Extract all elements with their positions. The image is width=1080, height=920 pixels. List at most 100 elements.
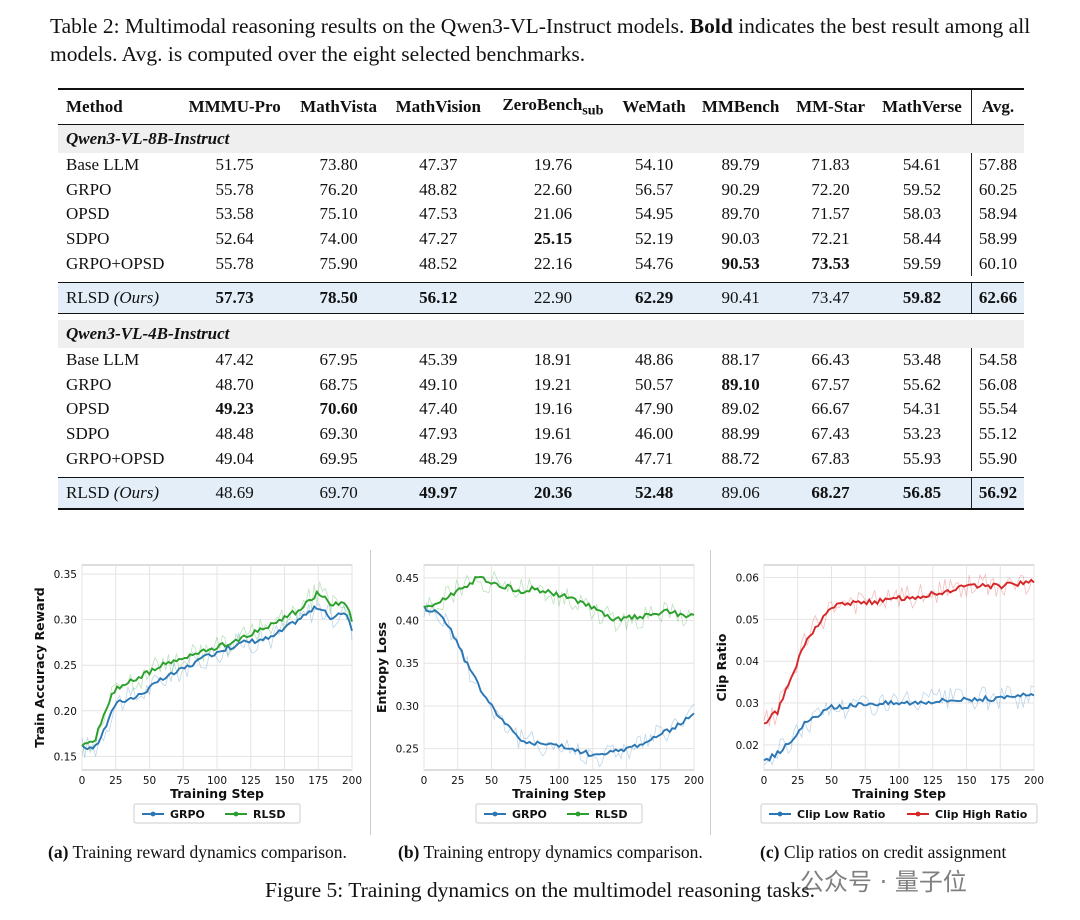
- value-cell: 45.39: [419, 350, 458, 370]
- method-name: GRPO: [66, 179, 112, 199]
- x-tick-label: 200: [342, 775, 362, 787]
- value-cell: 55.78: [215, 179, 254, 199]
- value-cell: 49.04: [215, 448, 254, 468]
- value-cell: 19.16: [533, 399, 573, 419]
- value-cell: 59.52: [902, 179, 942, 199]
- subcaption-a-label: (a): [48, 842, 69, 862]
- x-tick-label: 100: [207, 775, 227, 787]
- avg-cell: 60.10: [971, 251, 1024, 276]
- x-tick-label: 150: [616, 775, 636, 787]
- caption-text-a: Multimodal reasoning results on the Qwen…: [124, 14, 685, 38]
- value-cell: 89.70: [721, 204, 760, 224]
- value-cell: 48.29: [419, 448, 458, 468]
- x-tick-label: 0: [761, 775, 768, 787]
- caption-title: Table 2:: [50, 14, 120, 38]
- value-cell: 55.62: [902, 374, 942, 394]
- series-raw-line: [423, 602, 695, 768]
- value-cell: 66.67: [811, 399, 850, 419]
- value-cell: 48.69: [178, 476, 292, 510]
- subcaption-a-text: Training reward dynamics comparison.: [72, 842, 347, 862]
- method-cell: Base LLM: [58, 348, 178, 373]
- value-cell: 21.06: [533, 204, 573, 224]
- value-cell: 53.48: [902, 350, 942, 370]
- value-cell: 88.17: [721, 350, 760, 370]
- value-cell: 22.60: [533, 179, 573, 199]
- value-cell: 55.78: [215, 253, 254, 273]
- x-tick-label: 75: [177, 775, 190, 787]
- header-zerobench: ZeroBenchsub: [490, 88, 616, 125]
- y-tick-label: 0.35: [396, 658, 419, 670]
- x-tick-label: 25: [109, 775, 122, 787]
- value-cell: 73.80: [319, 155, 358, 175]
- series-line: [81, 604, 353, 751]
- group-header-row: Qwen3-VL-4B-Instruct: [58, 319, 1024, 348]
- method-name: RLSD: [66, 482, 110, 502]
- method-suffix: (Ours): [113, 287, 160, 307]
- method-cell: GRPO: [58, 178, 178, 203]
- value-cell: 59.82: [872, 281, 972, 314]
- x-tick-label: 50: [143, 775, 156, 787]
- x-tick-label: 125: [923, 775, 943, 787]
- value-cell: 51.75: [215, 155, 254, 175]
- x-tick-label: 75: [519, 775, 532, 787]
- value-cell: 56.57: [634, 179, 674, 199]
- subcaption-c-text: Clip ratios on credit assignment: [783, 842, 1007, 862]
- x-tick-label: 200: [1024, 775, 1044, 787]
- x-tick-label: 175: [308, 775, 328, 787]
- y-tick-label: 0.40: [396, 616, 419, 628]
- value-cell: 56.85: [872, 476, 972, 510]
- avg-cell: 56.08: [971, 372, 1024, 398]
- header-method: Method: [58, 88, 178, 125]
- value-cell: 54.10: [634, 155, 674, 175]
- value-cell: 52.19: [634, 229, 674, 249]
- subcaption-c: (c) Clip ratios on credit assignment: [760, 842, 1006, 863]
- method-cell: RLSD (Ours): [58, 476, 178, 510]
- value-cell: 89.02: [721, 399, 760, 419]
- table-header-row: Method MMMU-Pro MathVista MathVision Zer…: [58, 88, 1024, 125]
- value-cell: 58.44: [902, 229, 942, 249]
- panel-divider: [710, 550, 711, 835]
- header-wemath: WeMath: [615, 88, 693, 125]
- value-cell: 67.57: [811, 374, 850, 394]
- clip-ratio-chart: 0 25 50 75 100 125 150 175 200 0.02 0.03 0.04 0.05 0.…: [714, 564, 1044, 824]
- value-cell: 49.97: [385, 476, 491, 510]
- method-cell: GRPO: [58, 373, 178, 398]
- x-tick-label: 0: [79, 775, 86, 787]
- series-raw-line: [763, 572, 1035, 727]
- value-cell: 47.27: [419, 229, 458, 249]
- value-cell: 90.53: [721, 253, 760, 273]
- table-row-grpo-opsd: GRPO+OPSD 55.78 75.90 48.52 22.16 54.76 90.53 7…: [58, 251, 1024, 276]
- avg-cell: 55.12: [971, 421, 1024, 447]
- method-name: OPSD: [66, 399, 110, 419]
- method-cell: GRPO+OPSD: [58, 446, 178, 471]
- value-cell: 67.95: [319, 350, 358, 370]
- method-cell: SDPO: [58, 422, 178, 447]
- y-tick-label: 0.45: [396, 573, 419, 585]
- panel-divider: [370, 550, 371, 835]
- value-cell: 47.90: [634, 399, 674, 419]
- value-cell: 20.36: [490, 476, 616, 510]
- value-cell: 89.10: [721, 374, 760, 394]
- x-tick-label: 125: [241, 775, 261, 787]
- header-mmmu-pro: MMMU-Pro: [178, 88, 292, 125]
- x-tick-label: 150: [956, 775, 976, 787]
- value-cell: 89.79: [721, 155, 760, 175]
- header-mmbench: MMBench: [692, 88, 789, 125]
- value-cell: 62.29: [615, 281, 693, 314]
- group-title: Qwen3-VL-8B-Instruct: [58, 124, 1024, 153]
- value-cell: 68.75: [319, 374, 358, 394]
- value-cell: 69.95: [319, 448, 358, 468]
- value-cell: 47.37: [419, 155, 458, 175]
- x-axis-label: Training Step: [852, 786, 946, 801]
- avg-cell: 57.88: [971, 153, 1024, 178]
- value-cell: 56.12: [385, 281, 491, 314]
- value-cell: 58.03: [902, 204, 942, 224]
- x-tick-label: 50: [825, 775, 838, 787]
- value-cell: 54.95: [634, 204, 674, 224]
- header-mathvista: MathVista: [291, 88, 386, 125]
- method-cell: OPSD: [58, 397, 178, 422]
- table-row-sdpo: SDPO 52.64 74.00 47.27 25.15 52.19 90.03 72.21 5…: [58, 226, 1024, 252]
- value-cell: 19.61: [533, 424, 573, 444]
- value-cell: 70.60: [319, 399, 358, 419]
- x-tick-label: 150: [274, 775, 294, 787]
